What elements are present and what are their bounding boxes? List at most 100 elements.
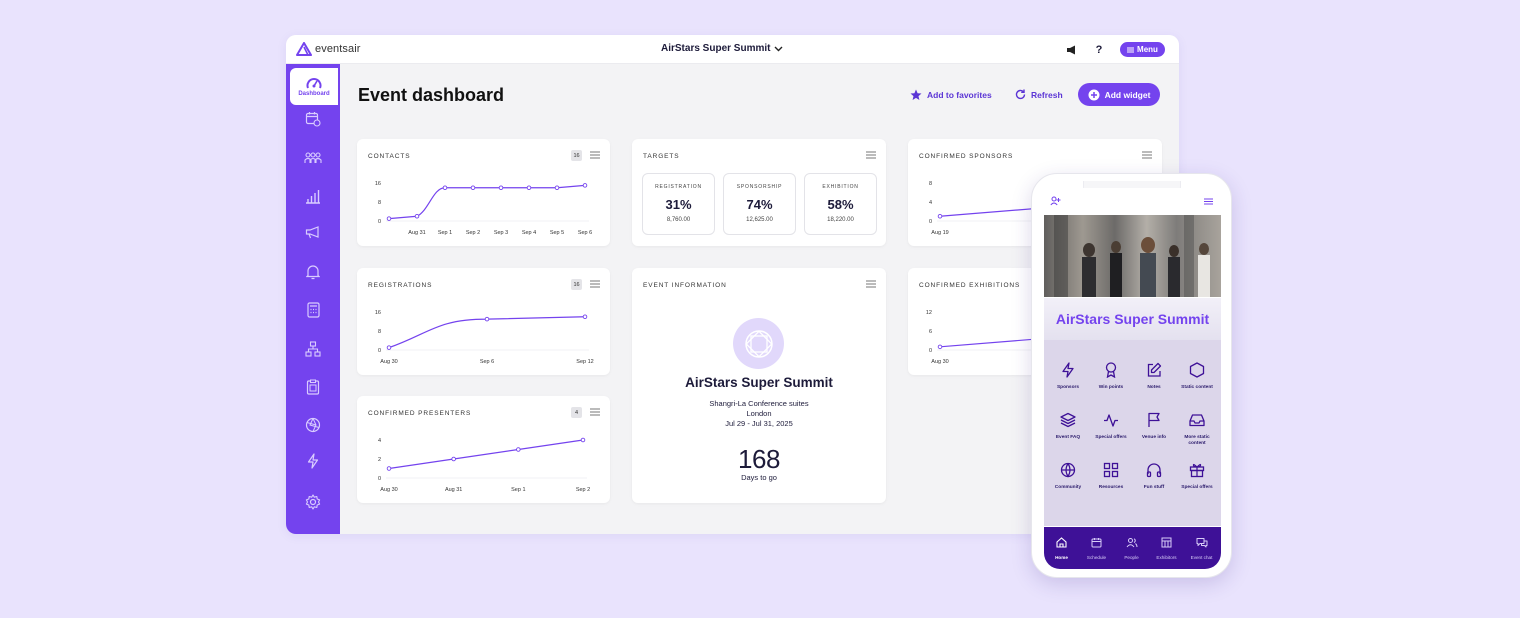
data-point[interactable] [498,185,504,191]
card-title: CONTACTS [368,153,411,160]
data-point[interactable] [442,185,448,191]
clipboard-icon [306,379,320,395]
logo[interactable]: eventsair [296,42,361,56]
grid-item-label: Sponsors [1056,385,1080,390]
data-point[interactable] [484,316,490,322]
grid-item-special-offers-gift[interactable]: Special offers [1177,462,1217,491]
sidebar-item-automation[interactable] [286,448,340,474]
sidebar-item-globe[interactable] [286,412,340,438]
count-badge: 16 [571,150,582,161]
card-title: CONFIRMED EXHIBITIONS [919,282,1021,289]
data-point[interactable] [937,344,943,350]
y-tick-label: 8 [929,181,932,187]
grid-item-resources[interactable]: Resources [1091,462,1131,491]
sidebar-item-structure[interactable] [286,336,340,362]
data-point[interactable] [386,466,392,471]
bar-chart-icon [306,189,320,204]
data-point[interactable] [414,214,420,219]
data-point[interactable] [580,437,586,443]
layers-icon [1060,412,1076,428]
data-point[interactable] [516,447,521,452]
y-tick-label: 12 [926,310,932,316]
tab-label: Home [1055,555,1068,560]
tab-exhibitors[interactable]: Exhibitors [1149,535,1184,560]
grid-item-community[interactable]: Community [1048,462,1088,491]
target-percent: 58% [827,197,854,212]
sidebar-item-marketing[interactable] [286,219,340,245]
event-city: London [746,409,772,418]
card-menu-icon[interactable] [590,408,600,416]
sidebar: Dashboard [286,64,340,534]
grid-item-label: Community [1054,485,1082,490]
event-selector[interactable]: AirStars Super Summit [661,43,783,54]
grid-item-win-points[interactable]: Win points [1091,362,1131,391]
grid-item-static-content[interactable]: Static content [1177,362,1217,391]
bell-icon [306,265,320,280]
tab-people[interactable]: People [1114,535,1149,560]
hexagon-icon [1189,362,1205,378]
grid-item-event-faq[interactable]: Event FAQ [1048,412,1088,441]
card-menu-icon[interactable] [866,280,876,288]
grid-item-label: Event FAQ [1055,435,1081,440]
sidebar-item-notifications[interactable] [286,259,340,285]
grid-item-sponsors[interactable]: Sponsors [1048,362,1088,391]
grid-item-notes[interactable]: Notes [1134,362,1174,391]
sidebar-item-dashboard[interactable]: Dashboard [290,68,338,105]
grid-item-venue-info[interactable]: Venue info [1134,412,1174,441]
y-tick-label: 16 [375,310,381,316]
data-point[interactable] [554,185,560,191]
x-tick-label: Sep 5 [550,230,564,236]
grid-item-special-offers[interactable]: Special offers [1091,412,1131,441]
grid-item-label: Win points [1098,385,1124,390]
grid-item-more-static-content[interactable]: More static content [1177,412,1217,447]
sidebar-item-finance[interactable] [286,297,340,323]
sidebar-item-people[interactable] [286,145,340,171]
data-point[interactable] [582,314,588,320]
tab-schedule[interactable]: Schedule [1079,535,1114,560]
sidebar-item-reports[interactable] [286,183,340,209]
card-menu-icon[interactable] [590,280,600,288]
data-point[interactable] [937,214,943,219]
data-point[interactable] [386,345,392,350]
grid-item-fun-stuff[interactable]: Fun stuff [1134,462,1174,491]
refresh-button[interactable]: Refresh [1015,89,1063,100]
star-icon [910,89,922,100]
tab-event-chat[interactable]: Event chat [1184,535,1219,560]
hierarchy-icon [305,341,321,357]
sidebar-item-settings[interactable] [286,489,340,515]
help-icon[interactable]: ? [1095,44,1103,56]
lightning-icon [1062,362,1074,378]
exhibitor-booth-icon [1161,537,1172,548]
data-point[interactable] [451,456,456,462]
menu-button[interactable]: Menu [1120,42,1165,57]
add-widget-label: Add widget [1104,89,1151,100]
data-point[interactable] [526,185,532,191]
event-selector-label: AirStars Super Summit [661,43,771,54]
data-point[interactable] [582,183,588,188]
data-point[interactable] [470,185,476,191]
megaphone-icon[interactable] [1064,43,1078,57]
tab-label: People [1124,555,1139,560]
add-user-icon[interactable] [1050,196,1061,206]
add-to-favorites-button[interactable]: Add to favorites [910,89,992,101]
tab-label: Exhibitors [1156,555,1177,560]
presenters-card: CONFIRMED PRESENTERS 4 4 2 0 Aug 30 Aug 31 Se… [357,396,610,503]
sidebar-item-calendar[interactable] [286,106,340,132]
data-point[interactable] [386,216,392,221]
target-value: 18,220.00 [827,217,854,223]
hamburger-icon[interactable] [1204,198,1213,205]
sidebar-item-clipboard[interactable] [286,374,340,400]
card-menu-icon[interactable] [1142,151,1152,159]
card-menu-icon[interactable] [866,151,876,159]
add-widget-button[interactable]: Add widget [1078,83,1160,106]
days-to-go-label: Days to go [741,473,777,482]
tab-home[interactable]: Home [1044,535,1079,560]
eventsair-logo-icon [296,42,312,56]
target-label: REGISTRATION [655,184,702,190]
card-menu-icon[interactable] [590,151,600,159]
plus-circle-icon [1088,89,1100,100]
x-tick-label: Sep 2 [576,487,590,493]
page-title: Event dashboard [358,85,505,105]
x-tick-label: Aug 30 [380,359,397,365]
event-logo [733,318,784,369]
